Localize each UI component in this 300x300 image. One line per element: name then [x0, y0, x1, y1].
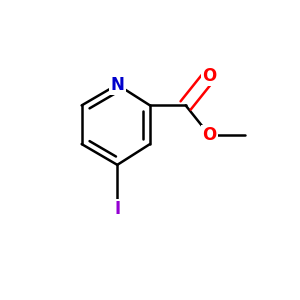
Text: I: I	[114, 200, 120, 218]
Text: O: O	[202, 126, 217, 144]
Text: O: O	[202, 67, 217, 85]
Text: N: N	[110, 76, 124, 94]
